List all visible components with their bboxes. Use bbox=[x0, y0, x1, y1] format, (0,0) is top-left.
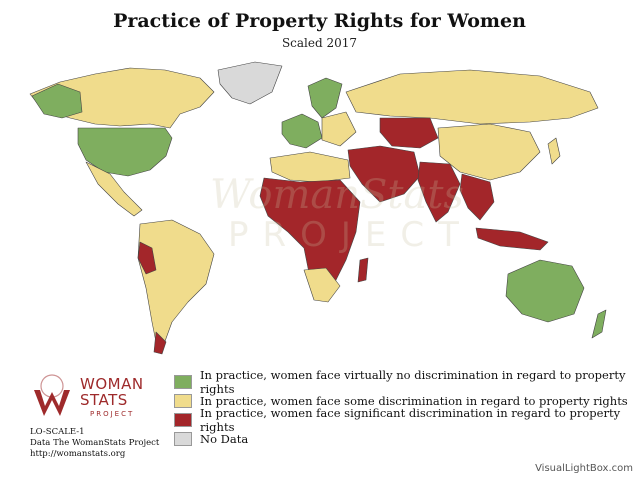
legend-item-some: In practice, women face some discriminat… bbox=[174, 391, 634, 410]
legend-swatch-gray bbox=[174, 431, 192, 446]
map-code: LO-SCALE-1 bbox=[30, 427, 85, 437]
legend-label: No Data bbox=[200, 431, 249, 446]
logo-emblem-icon bbox=[34, 374, 70, 416]
region-new-zealand bbox=[591, 309, 607, 339]
logo-wordmark: WOMAN STATS bbox=[80, 375, 144, 409]
region-scandinavia bbox=[307, 77, 343, 119]
map-info: LO-SCALE-1 Data The WomanStats Project h… bbox=[30, 427, 159, 460]
legend: In practice, women face virtually no dis… bbox=[174, 368, 634, 448]
legend-label: In practice, women face some discriminat… bbox=[200, 393, 628, 408]
legend-swatch-green bbox=[174, 374, 192, 389]
region-eastern-europe bbox=[321, 111, 357, 147]
logo-subtext: PROJECT bbox=[90, 410, 135, 418]
region-russia bbox=[345, 69, 599, 125]
source-url[interactable]: http://womanstats.org bbox=[30, 449, 126, 459]
region-china bbox=[437, 123, 541, 181]
map-title: Practice of Property Rights for Women bbox=[113, 10, 526, 32]
data-source: Data The WomanStats Project bbox=[30, 438, 160, 448]
map-subtitle: Scaled 2017 bbox=[281, 36, 358, 50]
legend-swatch-red bbox=[174, 412, 192, 427]
region-usa bbox=[77, 127, 173, 177]
region-greenland bbox=[217, 61, 283, 105]
region-middle-east bbox=[347, 145, 421, 203]
region-southern-africa bbox=[303, 267, 341, 303]
legend-label: In practice, women face virtually no dis… bbox=[200, 367, 626, 396]
region-north-africa bbox=[269, 151, 351, 183]
region-central-asia bbox=[379, 117, 439, 149]
region-western-europe bbox=[281, 113, 323, 149]
region-south-america bbox=[137, 219, 215, 353]
legend-item-significant: In practice, women face significant disc… bbox=[174, 406, 634, 434]
world-map bbox=[29, 61, 607, 355]
region-southeast-asia bbox=[459, 173, 495, 221]
region-chile-south bbox=[153, 331, 167, 355]
region-peru bbox=[137, 241, 157, 275]
region-madagascar bbox=[357, 257, 369, 283]
region-mexico bbox=[85, 161, 143, 217]
region-australia bbox=[505, 259, 585, 323]
region-indonesia bbox=[475, 227, 549, 251]
legend-item-none: In practice, women face virtually no dis… bbox=[174, 368, 634, 396]
credit-text: VisualLightBox.com bbox=[535, 463, 633, 474]
legend-item-nodata: No Data bbox=[174, 429, 634, 448]
womanstats-logo: WOMAN STATS PROJECT bbox=[30, 372, 160, 424]
legend-swatch-yellow bbox=[174, 393, 192, 408]
legend-label: In practice, women face significant disc… bbox=[200, 405, 621, 434]
region-india bbox=[417, 161, 461, 223]
region-japan bbox=[547, 137, 561, 165]
region-alaska bbox=[31, 83, 83, 119]
